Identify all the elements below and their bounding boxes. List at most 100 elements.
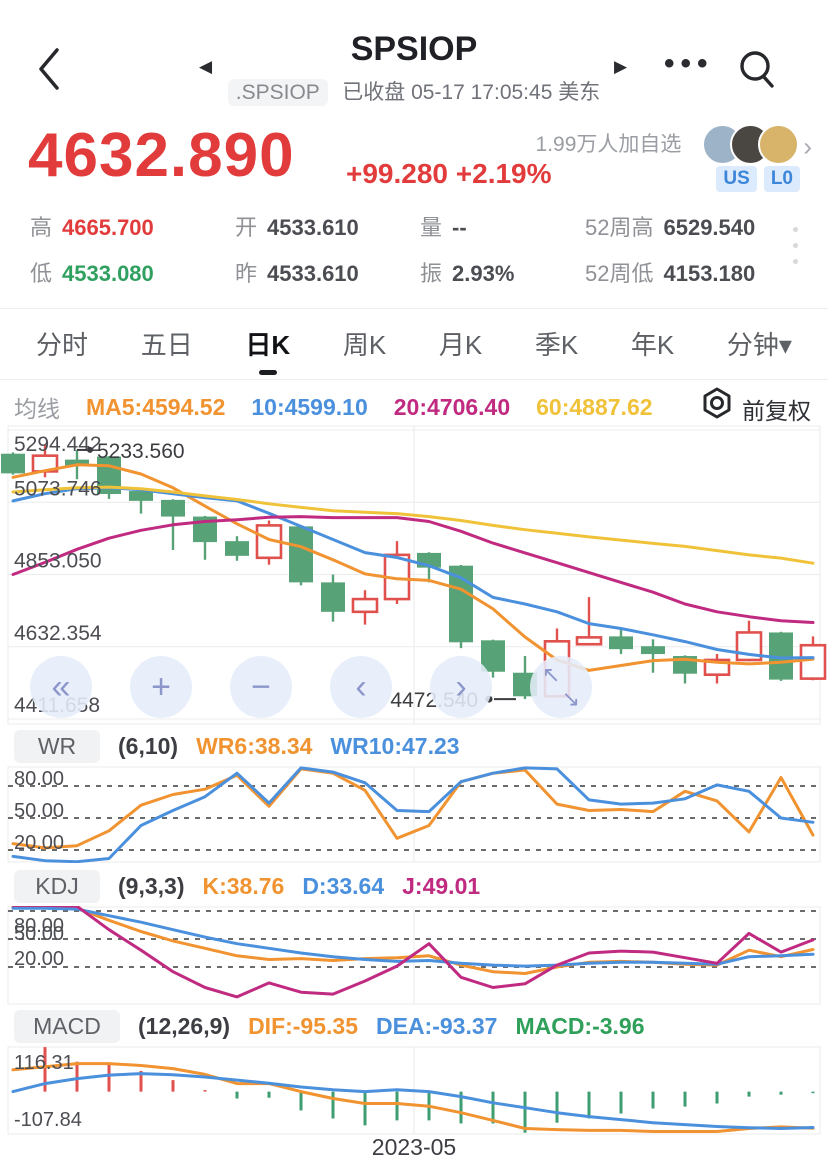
wr-chip[interactable]: WR (14, 730, 100, 763)
kdj-chip[interactable]: KDJ (14, 870, 100, 903)
ma-legend-item: 10:4599.10 (251, 393, 368, 420)
macd-chart[interactable]: 116.31 -107.84 (0, 1046, 828, 1135)
period-tabs: 分时 五日 日K 周K 月K 季K 年K 分钟▾ (0, 312, 828, 374)
y-axis-label: 5294.442 (14, 433, 102, 456)
stat-item: 昨 4533.610 (235, 261, 359, 286)
followers-chevron-icon: › (803, 131, 812, 162)
tab-周K[interactable]: 周K (342, 329, 387, 360)
market-badge-l0[interactable]: L0 (763, 166, 800, 192)
stats-more-indicator[interactable] (793, 216, 798, 275)
tab-年K[interactable]: 年K (630, 329, 675, 360)
search-icon (740, 51, 774, 88)
stats-grid: 高 4665.700 开 4533.610 量 -- 52周高 6529.540 低 4533.0… (30, 210, 780, 288)
ma-legend-item: 60:4887.62 (536, 393, 653, 420)
tab-月K[interactable]: 月K (438, 329, 483, 360)
page-title: SPSIOP (350, 30, 478, 68)
zoom-out-button[interactable]: − (230, 656, 292, 718)
level-label: 20.00 (14, 832, 64, 854)
x-axis-date-label: 2023-05 (371, 1134, 457, 1160)
stat-item: 低 4533.080 (30, 261, 154, 286)
symbol-chip: .SPSIOP (227, 79, 328, 106)
y-axis-label: 4853.050 (14, 550, 102, 573)
market-badges: US L0 (0, 166, 800, 192)
back-button[interactable] (36, 46, 62, 97)
wr-header[interactable]: WR (6,10) WR6:38.34 WR10:47.23 (14, 730, 460, 763)
dif-value: DIF:-95.35 (248, 1013, 358, 1039)
macd-header[interactable]: MACD (12,26,9) DIF:-95.35 DEA:-93.37 MAC… (14, 1010, 645, 1043)
j-line (11, 906, 815, 999)
j-value: J:49.01 (402, 873, 481, 899)
scroll-left-fast-button[interactable]: « (30, 656, 92, 718)
y-axis-label: 4632.354 (14, 622, 102, 645)
expand-arrows-icon: ↖ ↘ (542, 662, 580, 711)
adjust-mode-button[interactable]: 前复权 (742, 398, 811, 424)
ma-line-MA5 (11, 463, 815, 672)
main-candlestick-chart[interactable]: 5294.4425073.7464853.0504632.3544411.658… (0, 425, 828, 725)
fullscreen-button[interactable]: ↖ ↘ (530, 656, 592, 718)
wr6-value: WR6:38.34 (196, 733, 313, 759)
dea-line (11, 1072, 815, 1130)
stat-item: 52周高 6529.540 (585, 215, 756, 240)
stat-item: 振 2.93% (420, 261, 515, 286)
ma-legend-item: 20:4706.40 (393, 393, 511, 420)
ma-line-MA20 (11, 515, 815, 624)
wr6-line (11, 767, 815, 850)
macd-max-label: 116.31 (14, 1052, 74, 1074)
candle-body (161, 499, 185, 517)
y-axis-label: 5073.746 (14, 477, 102, 500)
wr-chart[interactable]: 80.00 50.00 20.00 (0, 766, 828, 863)
candle-body (641, 646, 665, 655)
macd-chip[interactable]: MACD (14, 1010, 120, 1043)
kdj-params: (9,3,3) (118, 873, 185, 899)
stat-item: 开 4533.610 (235, 215, 359, 240)
market-badge-us[interactable]: US (716, 166, 757, 192)
candle-body (383, 553, 411, 601)
ma-legend-title: 均线 (14, 396, 60, 422)
level-label: 80.00 (14, 768, 64, 790)
last-price: 4632.890 (28, 121, 295, 190)
settings-nut-icon (703, 387, 731, 419)
candle-body (289, 526, 313, 583)
candle-body (129, 491, 153, 501)
divider (0, 379, 828, 380)
next-symbol-button[interactable]: ▶ (614, 57, 628, 76)
ma-legend-item: MA5:4594.52 (86, 393, 226, 420)
kdj-header[interactable]: KDJ (9,3,3) K:38.76 D:33.64 J:49.01 (14, 870, 480, 903)
more-menu-button[interactable]: ••• (664, 47, 714, 80)
scroll-left-button[interactable]: ‹ (330, 656, 392, 718)
follower-avatars (701, 124, 799, 170)
high-marker-label: 5233.560 (97, 440, 185, 463)
back-chevron-icon (39, 48, 59, 90)
wr-params: (6,10) (118, 733, 179, 759)
followers-row[interactable]: 1.99万人加自选 › (0, 124, 812, 170)
tab-五日[interactable]: 五日 (140, 329, 193, 360)
d-line (11, 906, 815, 968)
candle-body (799, 643, 827, 680)
tab-日K[interactable]: 日K (243, 319, 292, 368)
page-title-wrap: SPSIOP (0, 30, 828, 69)
k-value: K:38.76 (202, 873, 285, 899)
level-label: 80.00 (14, 915, 64, 937)
candle-body (351, 597, 379, 614)
zoom-in-button[interactable]: + (130, 656, 192, 718)
d-value: D:33.64 (302, 873, 385, 899)
stat-item: 52周低 4153.180 (585, 261, 756, 286)
tab-分时[interactable]: 分时 (36, 329, 89, 360)
macd-params: (12,26,9) (138, 1013, 231, 1039)
chart-settings-button[interactable] (700, 386, 734, 425)
prev-symbol-button[interactable]: ◀ (199, 57, 213, 76)
tab-季K[interactable]: 季K (534, 329, 579, 360)
level-label: 20.00 (14, 948, 64, 970)
market-status: 已收盘 05-17 17:05:45 美东 (342, 81, 601, 104)
symbol-status-row: .SPSIOP 已收盘 05-17 17:05:45 美东 (0, 76, 828, 106)
tab-分钟[interactable]: 分钟▾ (726, 329, 792, 360)
stat-item: 量 -- (420, 215, 467, 240)
scroll-right-button[interactable]: › (430, 656, 492, 718)
price-change: +99.280 +2.19% (346, 158, 552, 189)
wr10-value: WR10:47.23 (330, 733, 460, 759)
search-button[interactable] (736, 48, 778, 95)
level-label: 50.00 (14, 923, 64, 945)
candle-body (321, 582, 345, 612)
